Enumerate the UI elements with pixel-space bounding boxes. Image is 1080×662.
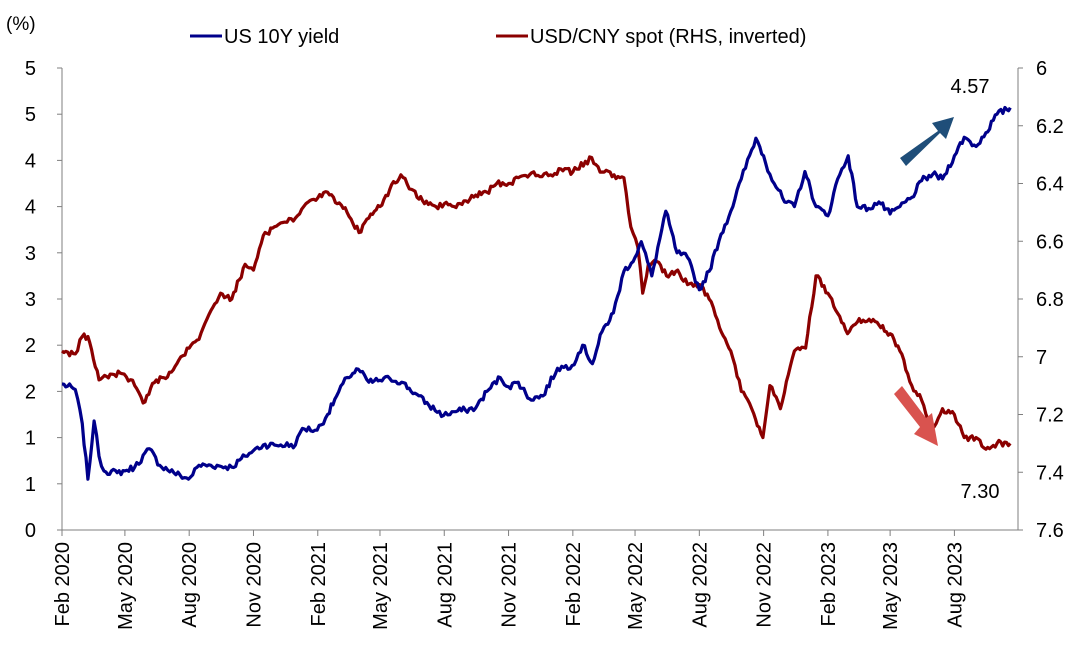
y-left-tick-label: 0 xyxy=(25,520,36,542)
x-tick-label: Aug 2020 xyxy=(179,542,201,628)
legend-label-fx: USD/CNY spot (RHS, inverted) xyxy=(530,26,806,48)
arrow-down xyxy=(894,386,938,446)
arrow-up xyxy=(900,117,954,166)
y-right-tick-label: 6.8 xyxy=(1036,289,1064,311)
y-left-ticks: 0 1 1 2 2 3 3 4 4 5 5 xyxy=(25,58,62,542)
arrow-up-icon xyxy=(900,117,954,166)
legend: US 10Y yield USD/CNY spot (RHS, inverted… xyxy=(190,26,806,48)
x-tick-label: Feb 2020 xyxy=(52,542,74,627)
y-left-tick-label: 2 xyxy=(25,381,36,403)
y-right-tick-label: 7.6 xyxy=(1036,520,1064,542)
x-tick-label: Nov 2022 xyxy=(754,542,776,628)
x-tick-label: May 2021 xyxy=(370,542,392,630)
y-right-tick-label: 6 xyxy=(1036,58,1047,80)
y-left-tick-label: 5 xyxy=(25,104,36,126)
y-left-tick-label: 3 xyxy=(25,289,36,311)
y-right-tick-label: 6.6 xyxy=(1036,231,1064,253)
x-tick-label: May 2023 xyxy=(880,542,902,630)
x-tick-label: Feb 2022 xyxy=(563,542,585,627)
y-left-tick-label: 1 xyxy=(25,474,36,496)
series-line-usdcny xyxy=(61,155,1012,451)
y-right-tick-label: 6.2 xyxy=(1036,116,1064,138)
end-label-fx: 7.30 xyxy=(961,481,1000,503)
y-left-tick-label: 4 xyxy=(25,197,36,219)
y-right-tick-label: 7.2 xyxy=(1036,405,1064,427)
x-tick-label: Feb 2021 xyxy=(308,542,330,627)
y-left-tick-label: 4 xyxy=(25,150,36,172)
arrow-down-icon xyxy=(894,386,938,446)
x-tick-label: Nov 2020 xyxy=(243,542,265,628)
x-tick-label: Aug 2021 xyxy=(434,542,456,628)
y-left-tick-label: 5 xyxy=(25,58,36,80)
y-right-tick-label: 7 xyxy=(1036,347,1047,369)
y-left-tick-label: 2 xyxy=(25,335,36,357)
y-left-tick-label: 3 xyxy=(25,243,36,265)
y-right-ticks: 6 6.2 6.4 6.6 6.8 7 7.2 7.4 7.6 xyxy=(1018,58,1064,542)
series-lines xyxy=(61,105,1012,481)
series-line-us10y xyxy=(61,105,1012,481)
x-tick-label: Aug 2022 xyxy=(689,542,711,628)
y-right-tick-label: 7.4 xyxy=(1036,462,1064,484)
legend-label-yield: US 10Y yield xyxy=(224,26,339,48)
x-tick-label: Nov 2021 xyxy=(499,542,521,628)
y-right-tick-label: 6.4 xyxy=(1036,174,1064,196)
x-tick-label: May 2020 xyxy=(115,542,137,630)
end-label-yield: 4.57 xyxy=(951,76,990,98)
x-tick-label: Aug 2023 xyxy=(944,542,966,628)
x-ticks: Feb 2020 May 2020 Aug 2020 Nov 2020 Feb 2021… xyxy=(52,530,966,630)
x-tick-label: May 2022 xyxy=(625,542,647,630)
y-left-unit-label: (%) xyxy=(6,14,36,35)
x-tick-label: Feb 2023 xyxy=(818,542,840,627)
y-left-tick-label: 1 xyxy=(25,428,36,450)
